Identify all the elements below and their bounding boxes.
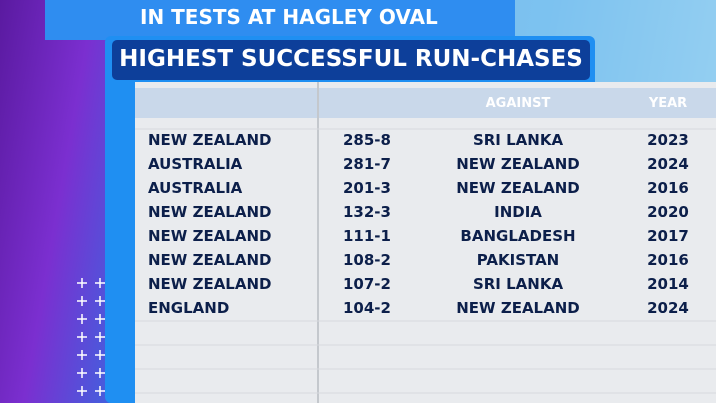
year: 2023 [647, 131, 689, 149]
score: 108-2 [343, 251, 391, 269]
plus-icons [77, 278, 105, 396]
score: 104-2 [343, 299, 391, 317]
team: NEW ZEALAND [148, 275, 272, 293]
score: 107-2 [343, 275, 391, 293]
column-header: AGAINST [485, 96, 551, 111]
subtitle: IN TESTS AT HAGLEY OVAL [140, 5, 438, 29]
score: 285-8 [343, 131, 391, 149]
year: 2014 [647, 275, 689, 293]
opponent: NEW ZEALAND [456, 179, 580, 197]
score: 201-3 [343, 179, 391, 197]
title: HIGHEST SUCCESSFUL RUN-CHASES [119, 46, 583, 72]
row-lines [135, 128, 716, 394]
year: 2024 [647, 299, 689, 317]
score: 132-3 [343, 203, 391, 221]
year: 2020 [647, 203, 689, 221]
year: 2024 [647, 155, 689, 173]
year: 2017 [647, 227, 689, 245]
title-bar [112, 40, 590, 80]
opponent: INDIA [494, 203, 542, 221]
score: 111-1 [343, 227, 391, 245]
team: NEW ZEALAND [148, 227, 272, 245]
column-header: YEAR [648, 96, 688, 111]
team: ENGLAND [148, 299, 230, 317]
subtitle-band [45, 0, 515, 40]
opponent: PAKISTAN [476, 251, 560, 269]
table-panel [135, 82, 716, 403]
team: NEW ZEALAND [148, 251, 272, 269]
header-row [135, 88, 716, 118]
opponent: NEW ZEALAND [456, 299, 580, 317]
team: NEW ZEALAND [148, 131, 272, 149]
opponent: SRI LANKA [472, 275, 564, 293]
team: AUSTRALIA [148, 155, 243, 173]
score: 281-7 [343, 155, 391, 173]
team: AUSTRALIA [148, 179, 243, 197]
opponent: BANGLADESH [460, 227, 576, 245]
opponent: NEW ZEALAND [456, 155, 580, 173]
team: NEW ZEALAND [148, 203, 272, 221]
year: 2016 [647, 251, 689, 269]
opponent: SRI LANKA [472, 131, 564, 149]
year: 2016 [647, 179, 689, 197]
